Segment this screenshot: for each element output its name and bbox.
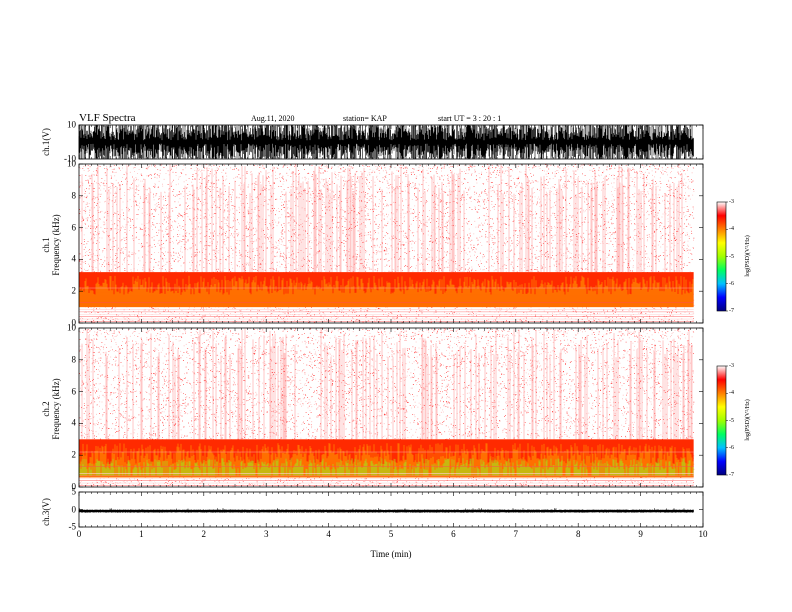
x-tick-label: 7 bbox=[513, 529, 519, 539]
colorbar-1-tick-label: -3 bbox=[729, 199, 734, 205]
colorbar-1-tick-label: -4 bbox=[729, 226, 734, 233]
x-tick-label: 8 bbox=[575, 529, 581, 539]
colorbar-2-tick-label: -3 bbox=[729, 363, 734, 369]
ch3-waveform-ytick-label: 0 bbox=[71, 504, 77, 514]
ch1-spectrogram-ylabel: ch.1 Frequency (kHz) bbox=[41, 214, 61, 276]
colorbar-2 bbox=[716, 365, 727, 476]
ch3-waveform-ytick-label: -5 bbox=[68, 521, 77, 532]
ch2-spectrogram-ylabel: ch.2 Frequency (kHz) bbox=[41, 378, 61, 440]
colorbar-1-tick-label: -6 bbox=[729, 280, 734, 287]
ch2-spectrogram-ytick-label: 8 bbox=[71, 354, 77, 365]
ch1-spectrogram-ytick-label: 0 bbox=[71, 317, 77, 328]
colorbar-2-tick-label: -4 bbox=[729, 390, 734, 397]
ch3-waveform-frame bbox=[78, 491, 704, 528]
ch1-spectrogram-cells bbox=[78, 163, 695, 324]
figure-title: VLF Spectra bbox=[79, 112, 136, 124]
ch1-waveform-trace bbox=[78, 125, 694, 159]
colorbar-1-tick-label: -7 bbox=[729, 308, 734, 314]
ch2-spectrogram-ytick-label: 10 bbox=[67, 322, 76, 333]
ch1-waveform-ytick-label: -10 bbox=[64, 153, 76, 164]
axes-layer bbox=[78, 124, 728, 528]
x-tick-label: 0 bbox=[76, 529, 82, 539]
x-tick-label: 2 bbox=[201, 529, 207, 539]
ch2-spectrogram-ytick-label: 4 bbox=[71, 417, 77, 428]
ch3-waveform-ytick-label: 5 bbox=[71, 486, 77, 497]
header-start-time: start UT = 3 : 20 : 1 bbox=[438, 114, 502, 123]
ch1-spectrogram-ytick-label: 6 bbox=[71, 222, 77, 233]
x-tick-label: 10 bbox=[698, 529, 708, 539]
x-tick-label: 4 bbox=[326, 529, 331, 539]
colorbar-2-tick-label: -5 bbox=[729, 417, 734, 424]
colorbar-1-label: log(PSD)(V²/Hz) bbox=[745, 235, 751, 277]
colorbar-2-tick-label: -7 bbox=[729, 472, 734, 478]
ch2-spectrogram-ytick-label: 2 bbox=[71, 449, 77, 460]
ch1-waveform-ylabel: ch.1(V) bbox=[41, 128, 51, 156]
ch1-spectrogram-ytick-label: 4 bbox=[71, 253, 77, 264]
ch1-spectrogram-ytick-label: 2 bbox=[71, 285, 77, 296]
x-tick-label: 6 bbox=[451, 529, 456, 539]
x-tick-label: 3 bbox=[263, 529, 269, 539]
ch1-spectrogram-ytick-label: 8 bbox=[71, 190, 77, 201]
ch1-spectrogram-ytick-label: 10 bbox=[67, 158, 76, 169]
colorbar-2-label: log(PSD)(V²/Hz) bbox=[745, 399, 751, 441]
x-tick-label: 5 bbox=[388, 529, 394, 539]
header-station: station= KAP bbox=[343, 114, 387, 123]
colorbar-2-tick-label: -6 bbox=[729, 444, 734, 451]
header-date: Aug.11, 2020 bbox=[251, 114, 295, 123]
ch1-waveform-ytick-label: 10 bbox=[67, 119, 76, 130]
ch2-spectrogram-ytick-label: 0 bbox=[71, 481, 77, 492]
x-axis-label: Time (min) bbox=[370, 549, 412, 559]
data-layer bbox=[78, 125, 695, 513]
x-tick-label: 1 bbox=[139, 529, 144, 539]
ch3-waveform-ylabel: ch.3(V) bbox=[41, 498, 51, 526]
ch3-waveform-trace bbox=[78, 508, 694, 513]
x-tick-label: 9 bbox=[638, 529, 643, 539]
ch2-spectrogram-ytick-label: 6 bbox=[71, 386, 77, 397]
colorbar-1 bbox=[716, 201, 727, 312]
colorbar-1-tick-label: -5 bbox=[729, 253, 734, 260]
ch2-spectrogram-cells bbox=[78, 327, 695, 488]
